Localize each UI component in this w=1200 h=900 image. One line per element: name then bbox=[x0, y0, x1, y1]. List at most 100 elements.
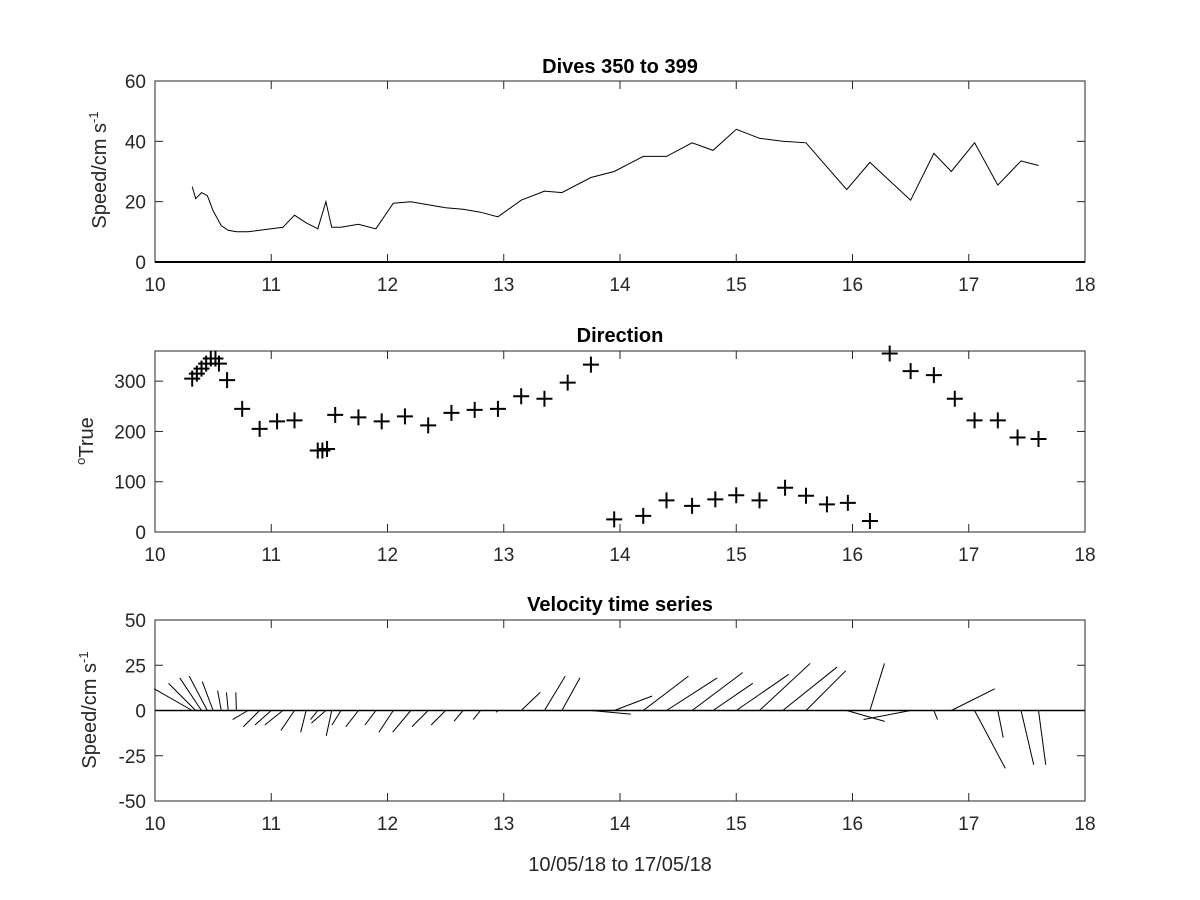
velocity-stick bbox=[325, 710, 333, 736]
direction-point bbox=[861, 512, 878, 529]
velocity-y-tick-label: 0 bbox=[135, 702, 146, 723]
speed-y-tick-label: 0 bbox=[135, 253, 146, 274]
direction-point bbox=[751, 492, 768, 509]
speed-x-ticks: 10 11 12 13 14 15 16 17 18 bbox=[144, 81, 1096, 296]
speed-y-tick-label: 20 bbox=[125, 193, 146, 214]
velocity-stick bbox=[805, 670, 847, 711]
direction-y-axis-label-superscript: o bbox=[73, 458, 88, 465]
velocity-stick bbox=[153, 688, 193, 711]
velocity-y-axis-label-text: Speed/cm s bbox=[79, 663, 101, 769]
velocity-stick bbox=[280, 710, 295, 731]
velocity-stick bbox=[997, 710, 1004, 738]
direction-point bbox=[420, 417, 437, 434]
direction-point bbox=[1030, 430, 1047, 447]
direction-point bbox=[350, 409, 367, 426]
speed-y-axis-label-text: Speed/cm s bbox=[89, 123, 111, 229]
velocity-stick bbox=[951, 688, 995, 711]
velocity-x-tick-label: 14 bbox=[609, 814, 631, 835]
velocity-stick bbox=[300, 710, 307, 733]
velocity-stick bbox=[217, 690, 222, 711]
velocity-x-tick-label: 15 bbox=[726, 814, 747, 835]
direction-point bbox=[251, 420, 268, 437]
direction-plot-area bbox=[154, 350, 1086, 533]
velocity-stick bbox=[614, 695, 653, 711]
speed-chart-title: Dives 350 to 399 bbox=[542, 56, 698, 78]
direction-point bbox=[635, 507, 652, 524]
direction-x-tick-label: 11 bbox=[261, 545, 281, 566]
speed-plot-area bbox=[154, 80, 1086, 263]
speed-line bbox=[191, 128, 1039, 233]
velocity-stick bbox=[735, 673, 790, 711]
speed-panel: Dives 350 to 399 Speed/cm s-1 10 11 12 13 14… bbox=[86, 56, 1096, 296]
velocity-stick bbox=[782, 666, 838, 711]
direction-chart-title: Direction bbox=[577, 325, 664, 347]
velocity-stick bbox=[933, 710, 938, 720]
direction-point bbox=[1009, 429, 1026, 446]
direction-point bbox=[707, 491, 724, 508]
velocity-stick bbox=[201, 681, 214, 711]
direction-point bbox=[946, 390, 963, 407]
direction-point bbox=[327, 406, 344, 423]
direction-point bbox=[966, 412, 983, 429]
direction-point bbox=[219, 372, 236, 389]
direction-point bbox=[319, 441, 336, 458]
velocity-x-tick-label: 13 bbox=[493, 814, 514, 835]
direction-series bbox=[184, 345, 1047, 529]
velocity-stick bbox=[1038, 710, 1047, 765]
velocity-stick bbox=[430, 710, 446, 726]
speed-x-tick-label: 18 bbox=[1074, 275, 1095, 296]
direction-point bbox=[839, 494, 856, 511]
velocity-x-tick-label: 12 bbox=[377, 814, 398, 835]
direction-point bbox=[658, 492, 675, 509]
velocity-stick bbox=[242, 710, 260, 728]
speed-series bbox=[155, 128, 1085, 263]
velocity-x-tick-label: 10 bbox=[144, 814, 165, 835]
speed-x-tick-label: 14 bbox=[609, 275, 631, 296]
velocity-y-tick-label: 50 bbox=[125, 611, 146, 632]
direction-y-tick-label: 200 bbox=[114, 422, 146, 443]
velocity-y-tick-label: -50 bbox=[119, 792, 146, 813]
direction-point bbox=[443, 404, 460, 421]
direction-x-tick-label: 18 bbox=[1074, 545, 1095, 566]
velocity-stick bbox=[254, 710, 272, 726]
direction-panel: Direction oTrue 10 11 12 13 14 15 16 17 18 0 100 2… bbox=[73, 325, 1096, 566]
velocity-series bbox=[153, 663, 1085, 769]
speed-x-tick-label: 12 bbox=[377, 275, 398, 296]
velocity-x-tick-label: 16 bbox=[842, 814, 863, 835]
velocity-stick bbox=[179, 677, 202, 711]
velocity-y-ticks: -50 -25 0 25 50 bbox=[119, 611, 1085, 813]
velocity-stick bbox=[168, 682, 197, 711]
speed-y-tick-label: 40 bbox=[125, 132, 146, 153]
speed-x-tick-label: 13 bbox=[493, 275, 514, 296]
velocity-stick bbox=[472, 710, 481, 720]
direction-y-tick-label: 300 bbox=[114, 372, 146, 393]
velocity-stick bbox=[232, 710, 249, 720]
velocity-stick bbox=[453, 710, 464, 722]
direction-y-tick-label: 0 bbox=[135, 523, 146, 544]
speed-y-axis-label: Speed/cm s-1 bbox=[86, 111, 111, 228]
velocity-stick bbox=[759, 663, 811, 711]
velocity-stick bbox=[345, 710, 359, 728]
direction-point bbox=[210, 355, 227, 372]
direction-point bbox=[728, 487, 745, 504]
velocity-x-tick-label: 11 bbox=[261, 814, 281, 835]
direction-y-ticks: 0 100 200 300 bbox=[114, 372, 1085, 544]
direction-point bbox=[286, 412, 303, 429]
velocity-stick bbox=[869, 663, 885, 711]
direction-point bbox=[902, 363, 919, 380]
direction-y-axis-label-text: True bbox=[76, 417, 98, 457]
velocity-stick bbox=[561, 677, 581, 711]
velocity-stick bbox=[378, 710, 394, 733]
velocity-stick bbox=[331, 710, 342, 726]
direction-point bbox=[466, 401, 483, 418]
velocity-stick bbox=[544, 675, 566, 711]
velocity-stick bbox=[666, 677, 718, 711]
direction-y-tick-label: 100 bbox=[114, 473, 146, 494]
speed-y-tick-label: 60 bbox=[125, 72, 146, 93]
velocity-stick bbox=[520, 692, 541, 711]
speed-x-tick-label: 15 bbox=[726, 275, 747, 296]
velocity-stick bbox=[712, 682, 754, 711]
velocity-stick bbox=[846, 710, 885, 722]
velocity-stick bbox=[235, 692, 237, 711]
